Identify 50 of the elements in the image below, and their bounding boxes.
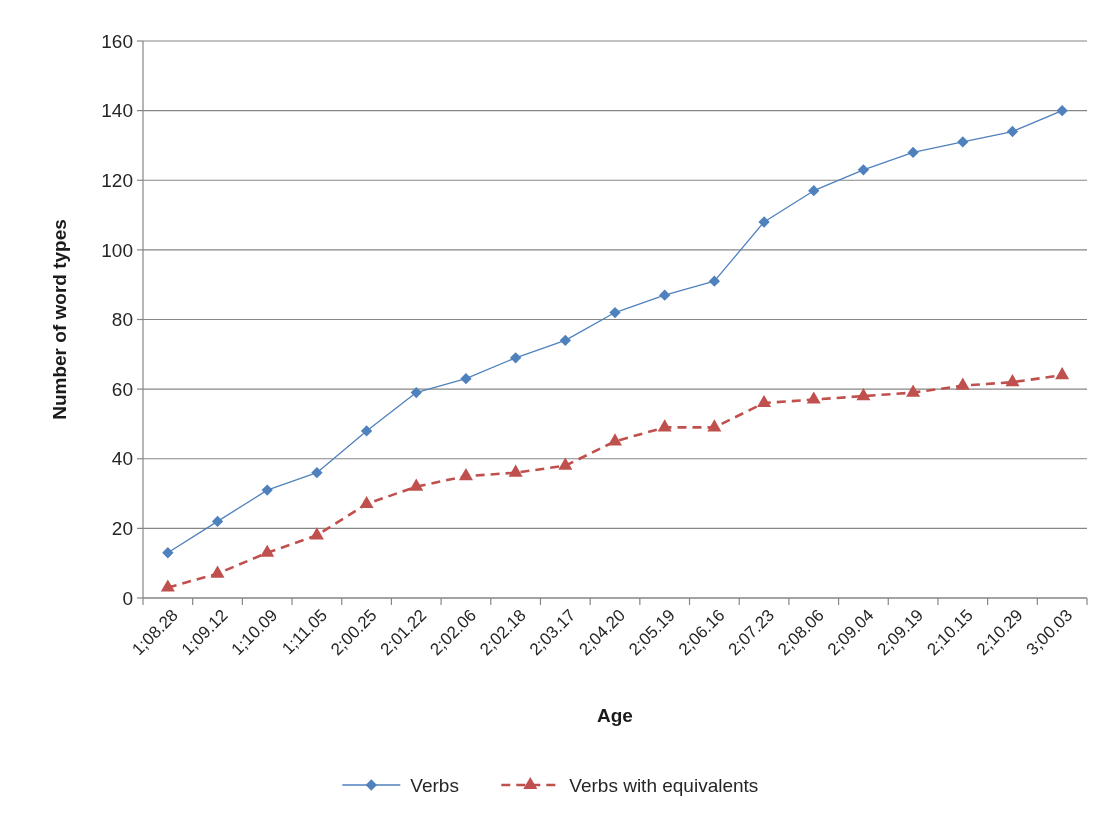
point [758,216,770,228]
legend-label: Verbs [410,774,459,796]
point [1056,104,1068,117]
point [1005,374,1020,387]
point [657,419,672,432]
point [1055,367,1070,380]
point [906,384,921,397]
point [608,433,623,446]
point [559,334,571,347]
point [509,352,522,364]
x-axis-title: Age [597,705,633,726]
point [359,495,374,509]
y-tick-label: 40 [111,448,133,470]
y-tick-label: 160 [101,30,133,52]
point [907,146,919,159]
y-tick-label: 20 [111,518,133,540]
point [211,515,224,528]
point [757,394,772,408]
point [806,391,821,404]
point [1006,125,1019,138]
point [708,275,721,287]
y-tick-label: 140 [101,100,133,122]
point [957,136,969,148]
point [410,386,422,399]
point [261,484,273,496]
point [409,478,424,491]
point [707,419,722,432]
point [609,306,621,319]
point [360,425,373,437]
point [955,377,970,390]
point [309,527,324,540]
point [210,565,225,578]
point [857,164,870,176]
y-axis-title: Number of word types [49,219,70,420]
legend-label: Verbs with equivalents [569,774,759,796]
point [508,464,523,477]
point [311,467,323,479]
point [458,468,473,481]
point [160,579,175,592]
y-tick-label: 100 [101,239,133,261]
y-tick-label: 80 [111,309,133,331]
y-tick-label: 60 [111,378,133,400]
y-tick-label: 0 [122,587,133,609]
point [558,457,573,470]
point [659,289,671,301]
y-tick-label: 120 [101,169,133,191]
point [460,373,472,385]
point [856,388,871,401]
point [808,185,820,197]
point [260,544,275,557]
